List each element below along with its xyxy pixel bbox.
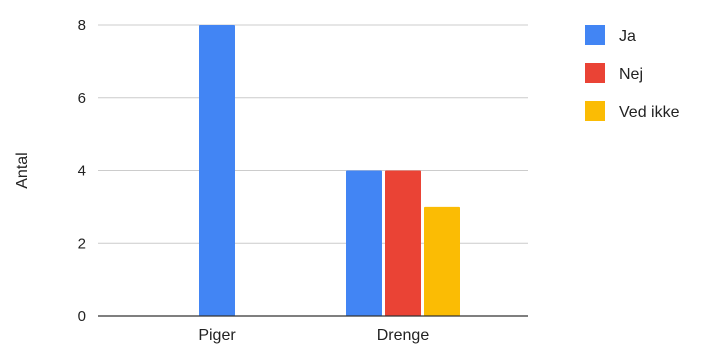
legend-swatch-ved-ikke [585,101,605,121]
legend-label-ved-ikke: Ved ikke [619,104,680,121]
y-axis-ticks: 0 2 4 6 8 [78,17,86,325]
x-axis-categories: Piger Drenge [198,327,429,344]
bar-piger-ja [199,25,235,316]
x-category-label-piger: Piger [198,327,236,344]
legend-label-ja: Ja [619,28,636,45]
y-tick-label-2: 2 [78,235,86,252]
bars [199,25,460,316]
legend-label-nej: Nej [619,66,643,83]
y-tick-label-8: 8 [78,17,86,34]
bar-drenge-nej [385,170,421,316]
y-axis-label: Antal [14,152,31,188]
legend-swatch-ja [585,25,605,45]
y-tick-label-6: 6 [78,90,86,107]
bar-drenge-ja [346,170,382,316]
gridlines [98,24,528,244]
bar-drenge-ved-ikke [424,206,460,316]
x-category-label-drenge: Drenge [377,327,430,344]
legend: Ja Nej Ved ikke [585,25,680,121]
y-tick-label-4: 4 [78,163,86,180]
y-tick-label-0: 0 [78,308,86,325]
legend-swatch-nej [585,63,605,83]
